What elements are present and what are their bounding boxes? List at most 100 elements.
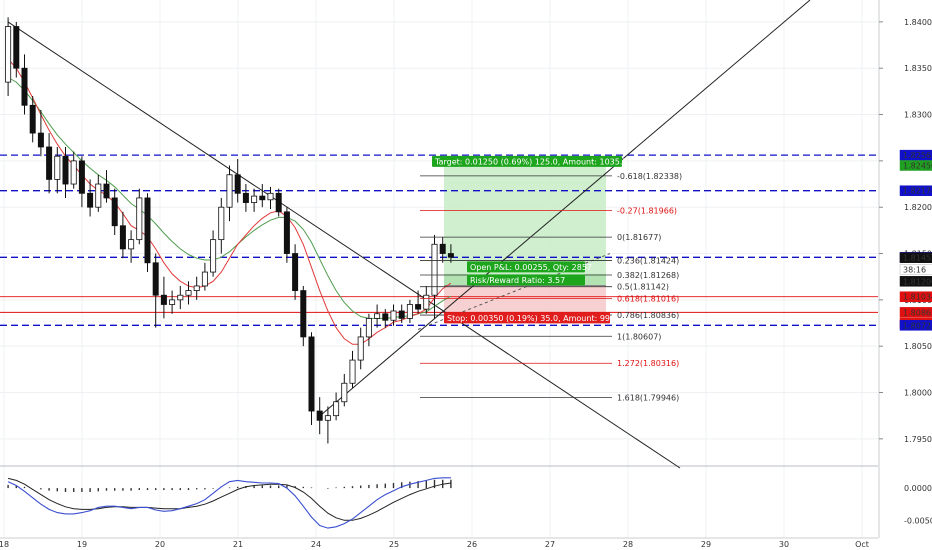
candle-body — [423, 294, 430, 310]
candle-body — [292, 253, 299, 291]
candle-body — [13, 26, 20, 69]
candle-body — [390, 310, 397, 321]
candle-body — [152, 262, 159, 296]
candle-body — [374, 313, 381, 319]
price-badge-label: 1.82178 — [903, 187, 932, 196]
time-tick-label: 24 — [311, 540, 321, 549]
candle-body — [201, 271, 208, 287]
price-badge-label: 38:16 — [903, 265, 926, 274]
candle-body — [46, 146, 53, 180]
candle-body — [341, 382, 348, 403]
candle-body — [324, 415, 331, 421]
open-pl-label — [467, 261, 585, 273]
candle-body — [5, 26, 12, 83]
candle-body — [382, 313, 389, 321]
candle-body — [128, 239, 135, 250]
price-badge — [899, 307, 932, 318]
price-badge — [899, 291, 932, 302]
stop-label-text: Stop: 0.00350 (0.19%) 35.0, Amount: 990 — [447, 314, 615, 323]
grid — [0, 0, 878, 538]
candle-body — [251, 195, 258, 203]
fib-level-label: 0.236(1.81424) — [617, 257, 679, 266]
candle-body — [365, 317, 372, 338]
price-badge — [899, 264, 932, 275]
fib-level-label: 1.272(1.80316) — [617, 359, 679, 368]
time-tick-label: 30 — [779, 540, 789, 549]
candle-body — [398, 310, 405, 319]
oscillator-signal-line — [7, 477, 451, 521]
candle-body — [218, 206, 225, 241]
price-badge-label: 1.80725 — [903, 321, 932, 330]
risk-reward-label — [467, 274, 585, 286]
candle-body — [29, 104, 36, 134]
fib-level-label: 0.786(1.80836) — [617, 311, 679, 320]
position-labels: Target: 0.01250 (0.69%) 125.0, Amount: 1… — [432, 155, 633, 324]
price-badge — [899, 276, 932, 287]
candle-body — [267, 192, 274, 201]
candle-body — [439, 243, 446, 254]
fib-level-label: 0.382(1.81268) — [617, 271, 679, 280]
candle-body — [54, 155, 61, 180]
candle-body — [144, 197, 151, 264]
candle-body — [78, 160, 85, 194]
time-tick-label: 21 — [233, 540, 243, 549]
candle-body — [447, 253, 454, 258]
candle-body — [136, 197, 143, 241]
price-tick-label: 1.82000 — [904, 203, 932, 212]
time-tick-label: 27 — [545, 540, 555, 549]
candle-body — [193, 285, 200, 291]
candles — [5, 17, 454, 444]
fib-level-label: -0.618(1.82338) — [617, 172, 682, 181]
time-tick-label: 28 — [623, 540, 633, 549]
time-tick-label: 20 — [155, 540, 165, 549]
candle-body — [210, 239, 217, 273]
time-tick-label: Oct — [855, 540, 869, 549]
oscillator-tick-label: -0.0050 — [904, 516, 932, 525]
candle-body — [283, 211, 290, 254]
candle-body — [21, 67, 28, 106]
candle-body — [177, 294, 184, 301]
candle-body — [226, 174, 233, 208]
candle-body — [111, 197, 118, 227]
fib-level-label: 1.618(1.79946) — [617, 394, 679, 403]
candle-body — [160, 294, 167, 305]
time-tick-label: 26 — [467, 540, 477, 549]
price-badge-label: 1.81200 — [903, 277, 932, 286]
open-pl-label-text: Open P&L: 0.00255, Qty: 2857 — [470, 263, 592, 272]
candle-body — [70, 160, 77, 185]
horizontal-levels — [0, 154, 878, 326]
price-tick-label: 1.80000 — [904, 389, 932, 398]
price-tick-label: 1.84000 — [904, 18, 932, 27]
fib-level-label: 0.5(1.81142) — [617, 283, 669, 292]
fib-level-label: -0.27(1.81966) — [617, 206, 677, 215]
candle-body — [308, 336, 315, 412]
candle-body — [333, 401, 340, 417]
price-badge-label: 1.82450 — [903, 162, 932, 171]
candle-body — [300, 290, 307, 338]
candle-body — [431, 243, 438, 296]
price-badge — [899, 320, 932, 331]
stop-label — [444, 312, 610, 324]
time-tick-label: 29 — [701, 540, 711, 549]
candle-body — [275, 192, 282, 213]
price-badge — [899, 252, 932, 263]
price-badge — [899, 160, 932, 171]
candle-body — [62, 155, 69, 185]
candle-body — [169, 299, 176, 305]
time-tick-label: 25 — [389, 540, 399, 549]
candle-body — [185, 290, 192, 296]
fib-level-label: 0.618(1.81016) — [617, 294, 679, 303]
oscillator-macd-line — [7, 477, 451, 529]
fib-level-label: 0(1.81677) — [617, 233, 661, 242]
candle-body — [95, 183, 102, 208]
candle-body — [87, 192, 94, 208]
price-badge-label: 1.82562 — [903, 151, 932, 160]
candle-body — [234, 174, 241, 194]
oscillator-tick-label: 0.0000 — [904, 484, 932, 493]
time-tick-label: 18 — [0, 540, 9, 549]
candle-body — [103, 183, 110, 199]
target-label-text: Target: 0.01250 (0.69%) 125.0, Amount: 1… — [434, 157, 633, 166]
candle-body — [259, 195, 266, 201]
